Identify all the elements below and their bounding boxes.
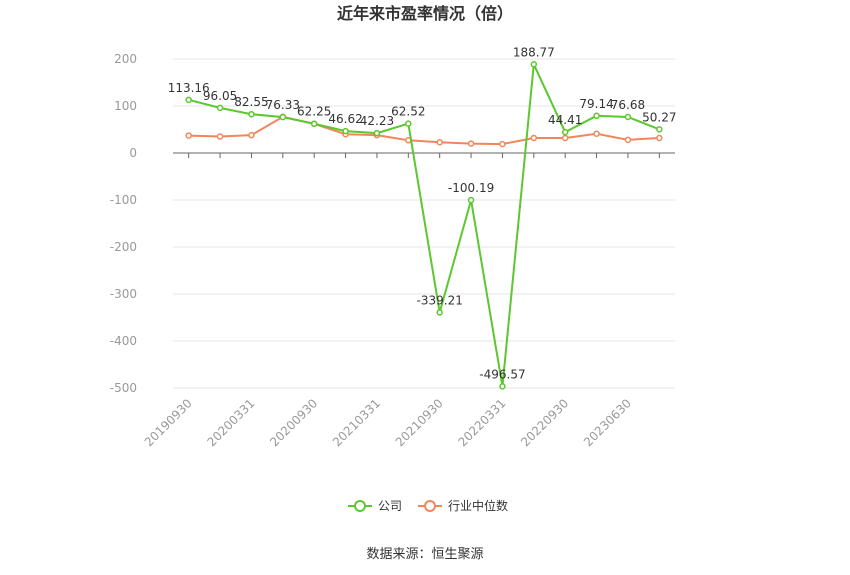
data-label: 76.33 [266, 98, 300, 112]
x-tick-label: 20220930 [518, 396, 571, 449]
y-tick-label: -500 [110, 381, 137, 395]
point [216, 133, 224, 140]
point [279, 113, 287, 121]
legend-label: 行业中位数 [448, 498, 508, 513]
point [530, 134, 538, 142]
data-label: 42.23 [360, 114, 394, 128]
x-tick-label: 20230630 [581, 396, 634, 449]
y-tick-label: 200 [114, 52, 137, 66]
data-label: 79.14 [579, 97, 613, 111]
point [185, 96, 192, 104]
x-tick-label: 20220331 [455, 396, 508, 449]
x-tick-label: 20190930 [142, 396, 195, 449]
data-label: 46.62 [328, 112, 362, 126]
x-tick-label: 20200930 [267, 396, 320, 449]
data-label: -339.21 [417, 293, 463, 307]
point [467, 140, 475, 147]
point [342, 127, 349, 135]
chart-title: 近年来市盈率情况（倍） [337, 4, 513, 23]
data-label: 113.16 [168, 81, 210, 95]
point [656, 134, 663, 142]
point [499, 140, 506, 148]
point [310, 120, 318, 127]
point [530, 61, 538, 68]
legend-marker [424, 500, 436, 512]
point [624, 136, 632, 144]
data-label: 44.41 [548, 113, 582, 127]
point [593, 130, 600, 137]
data-label: -496.57 [479, 367, 525, 381]
data-label: 62.25 [297, 105, 331, 119]
point [248, 131, 255, 139]
point [561, 134, 569, 142]
y-tick-label: -100 [110, 193, 137, 207]
data-label: 76.68 [611, 98, 645, 112]
legend-label: 公司 [378, 499, 402, 513]
point [436, 309, 443, 316]
source: 数据来源：恒生聚源 [366, 547, 483, 562]
point [436, 138, 443, 146]
data-label: -100.19 [448, 181, 494, 195]
data-label: 82.55 [234, 95, 268, 109]
x-tick-label: 20200331 [204, 396, 257, 449]
data-label: 62.52 [391, 105, 425, 119]
y-tick-label: 0 [129, 146, 137, 160]
legend-marker [354, 500, 366, 512]
data-label: 188.77 [513, 45, 555, 59]
point [405, 120, 412, 127]
legend-item: 行业中位数 [418, 498, 508, 513]
x-tick-label: 20210331 [330, 396, 383, 449]
point [467, 196, 475, 204]
y-tick-label: 100 [114, 99, 137, 113]
point [248, 110, 255, 118]
point [373, 129, 381, 137]
y-tick-label: -300 [110, 287, 137, 301]
y-tick-label: -400 [110, 334, 137, 348]
point [593, 112, 600, 120]
x-tick-label: 20210930 [393, 396, 446, 449]
y-tick-label: -200 [110, 240, 137, 254]
data-label: 96.05 [203, 89, 237, 103]
legend-item: 公司 [348, 499, 402, 513]
point [624, 113, 632, 121]
series-line [188, 60, 660, 387]
point [216, 104, 224, 112]
point [561, 128, 569, 136]
series-line [188, 115, 660, 146]
point [656, 126, 663, 133]
point [185, 132, 192, 139]
data-label: 50.27 [642, 110, 676, 124]
point [499, 383, 506, 390]
